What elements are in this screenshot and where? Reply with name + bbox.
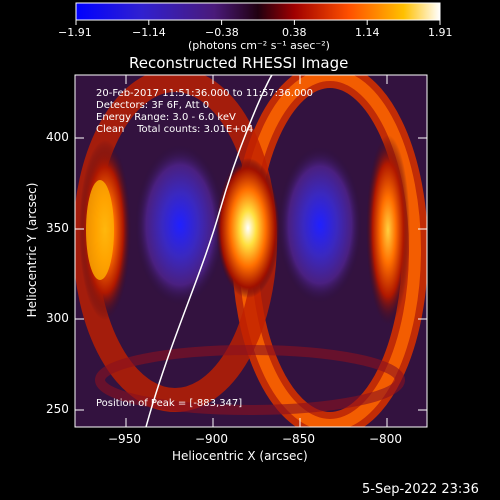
peak-position-annotation: Position of Peak = [-883,347] — [96, 398, 243, 409]
clean-annotation: Clean Total counts: 3.01E+04 — [96, 124, 254, 135]
colorbar-ticks — [75, 20, 441, 25]
colorbar — [75, 2, 441, 21]
energy-annotation: Energy Range: 3.0 - 6.0 keV — [96, 112, 236, 123]
x-tick-label: −850 — [282, 432, 315, 446]
colorbar-tick-label: 1.91 — [428, 26, 453, 39]
y-axis-label: Heliocentric Y (arcsec) — [25, 182, 39, 318]
colorbar-tick-label: 1.14 — [355, 26, 380, 39]
x-tick-label: −900 — [195, 432, 228, 446]
detectors-annotation: Detectors: 3F 6F, Att 0 — [96, 100, 210, 111]
colorbar-tick-label: 0.38 — [282, 26, 307, 39]
x-axis-label: Heliocentric X (arcsec) — [172, 449, 308, 463]
y-axis-ticks — [75, 137, 427, 411]
x-tick-label: −950 — [108, 432, 141, 446]
colorbar-tick-label: −1.14 — [132, 26, 166, 39]
y-tick-label: 250 — [46, 402, 69, 416]
colorbar-unit-label: (photons cm⁻² s⁻¹ asec⁻²) — [188, 39, 330, 52]
solar-limb-line — [145, 75, 273, 427]
x-axis-ticks — [125, 75, 388, 427]
time-range-annotation: 20-Feb-2017 11:51:36.000 to 11:57:36.000 — [96, 88, 314, 99]
x-tick-label: −800 — [369, 432, 402, 446]
y-tick-label: 350 — [46, 221, 69, 235]
y-tick-label: 300 — [46, 311, 69, 325]
colorbar-tick-label: −0.38 — [205, 26, 239, 39]
colorbar-tick-label: −1.91 — [58, 26, 92, 39]
y-tick-label: 400 — [46, 130, 69, 144]
rhessi-image — [75, 75, 427, 427]
plot-frame — [74, 74, 428, 428]
plot-title: Reconstructed RHESSI Image — [129, 54, 349, 72]
footer-timestamp: 5-Sep-2022 23:36 — [362, 482, 479, 497]
